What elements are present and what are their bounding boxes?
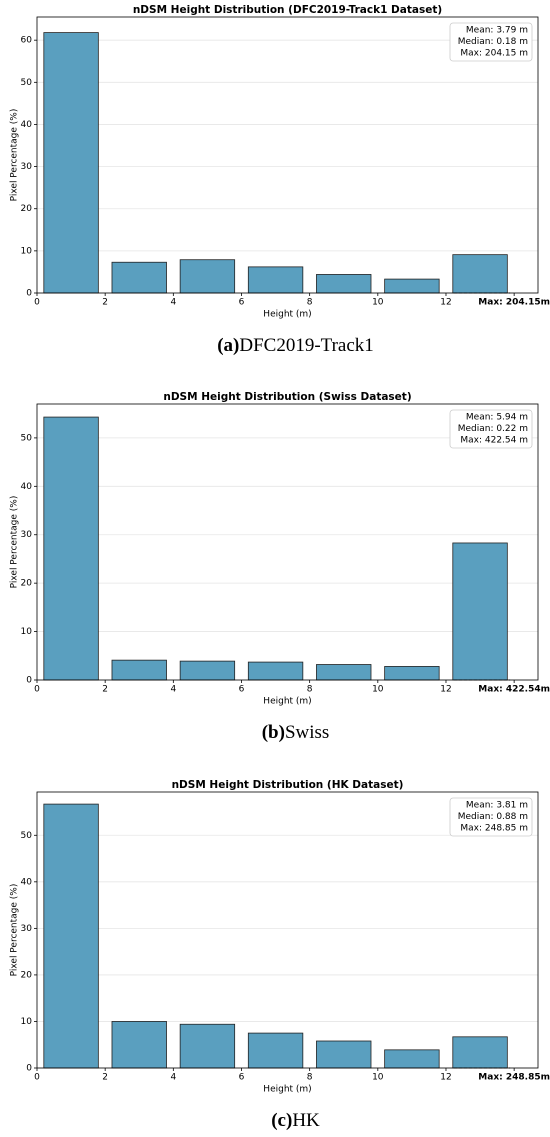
x-tick-label: 0 — [34, 298, 40, 308]
caption: (a)DFC2019-Track1 — [217, 335, 374, 356]
y-tick-label: 20 — [21, 579, 33, 589]
caption-text: Swiss — [285, 722, 329, 743]
y-tick-label: 30 — [21, 162, 33, 172]
x-tick-label: 2 — [102, 1073, 108, 1083]
y-tick-label: 50 — [21, 433, 33, 443]
bar — [179, 259, 236, 294]
y-tick-label: 20 — [21, 204, 33, 214]
chart-title: nDSM Height Distribution (HK Dataset) — [172, 779, 404, 791]
y-tick-label: 10 — [21, 1017, 33, 1027]
y-tick-label: 60 — [21, 36, 33, 46]
bar — [316, 274, 372, 294]
bar — [247, 661, 304, 681]
bar — [247, 266, 304, 294]
bar — [111, 261, 167, 294]
y-tick-label: 0 — [26, 1064, 32, 1074]
chart-title: nDSM Height Distribution (Swiss Dataset) — [163, 391, 411, 403]
bar — [452, 542, 508, 681]
stats-box — [449, 22, 533, 62]
caption-label: (a) — [217, 335, 239, 356]
bar — [247, 1032, 304, 1069]
plot-frame — [36, 791, 539, 1069]
y-tick-label: 50 — [21, 831, 33, 841]
x-tick-label: 10 — [372, 1073, 384, 1083]
x-tick-label: 10 — [372, 685, 384, 695]
x-tick-label: 10 — [372, 298, 384, 308]
bar — [384, 666, 440, 681]
y-tick-label: 50 — [21, 78, 33, 88]
bar — [43, 803, 99, 1069]
x-tick-label: 12 — [440, 298, 451, 308]
x-tick-label: 8 — [307, 1073, 313, 1083]
stats-box — [449, 409, 533, 449]
bar — [179, 1023, 236, 1069]
x-tick-label: 6 — [239, 685, 245, 695]
stats-box — [449, 797, 533, 837]
bar — [452, 1036, 508, 1069]
x-tick-label: 4 — [170, 1073, 176, 1083]
caption-text: DFC2019-Track1 — [239, 335, 373, 356]
y-axis-label: Pixel Percentage (%) — [10, 109, 20, 202]
y-axis-label: Pixel Percentage (%) — [10, 884, 20, 977]
bar — [384, 278, 440, 294]
caption-label: (b) — [262, 722, 285, 743]
caption: (b)Swiss — [262, 722, 330, 743]
x-tick-label: 2 — [102, 685, 108, 695]
x-tick-label: 4 — [170, 298, 176, 308]
x-tick-label: 0 — [34, 1073, 40, 1083]
y-tick-label: 20 — [21, 970, 33, 980]
caption-text: HK — [292, 1110, 320, 1131]
stats-line: Max: 248.85 m — [460, 824, 528, 834]
y-tick-label: 10 — [21, 627, 33, 637]
x-axis-label: Height (m) — [263, 697, 311, 707]
bar — [111, 659, 167, 681]
bar — [43, 32, 99, 294]
chart-title: nDSM Height Distribution (DFC2019-Track1… — [133, 4, 442, 16]
stats-line: Max: 204.15 m — [460, 49, 528, 59]
bar — [316, 1040, 372, 1069]
x-tick-label: 8 — [307, 298, 313, 308]
stats-line: Mean: 3.79 m — [466, 26, 528, 36]
bar — [316, 664, 372, 681]
x-tick-label: 6 — [239, 1073, 245, 1083]
y-tick-label: 40 — [21, 482, 33, 492]
x-tick-label: 0 — [34, 685, 40, 695]
x-tick-label: Max: 204.15m — [478, 298, 550, 308]
x-tick-label: Max: 248.85m — [478, 1073, 550, 1083]
bar — [179, 660, 236, 681]
x-tick-label: Max: 422.54m — [478, 685, 550, 695]
caption: (c)HK — [271, 1110, 320, 1131]
x-tick-label: 4 — [170, 685, 176, 695]
bar — [384, 1049, 440, 1069]
y-tick-label: 0 — [26, 289, 32, 299]
x-axis-label: Height (m) — [263, 310, 311, 320]
x-axis-label: Height (m) — [263, 1085, 311, 1095]
bar — [111, 1021, 167, 1069]
bar — [452, 254, 508, 294]
stats-line: Mean: 3.81 m — [466, 801, 528, 811]
x-tick-label: 8 — [307, 685, 313, 695]
x-tick-label: 12 — [440, 685, 451, 695]
stats-line: Max: 422.54 m — [460, 436, 528, 446]
plot-frame — [36, 403, 539, 681]
x-tick-label: 6 — [239, 298, 245, 308]
y-tick-label: 0 — [26, 676, 32, 686]
bar — [43, 416, 99, 681]
stats-line: Mean: 5.94 m — [466, 413, 528, 423]
y-tick-label: 30 — [21, 530, 33, 540]
y-tick-label: 40 — [21, 120, 33, 130]
y-axis-label: Pixel Percentage (%) — [10, 496, 20, 589]
plot-frame — [36, 16, 539, 294]
stats-line: Median: 0.22 m — [458, 424, 528, 434]
y-tick-label: 30 — [21, 924, 33, 934]
y-tick-label: 10 — [21, 246, 33, 256]
x-tick-label: 2 — [102, 298, 108, 308]
y-tick-label: 40 — [21, 877, 33, 887]
stats-line: Median: 0.18 m — [458, 37, 528, 47]
x-tick-label: 12 — [440, 1073, 451, 1083]
caption-label: (c) — [271, 1110, 292, 1131]
stats-line: Median: 0.88 m — [458, 812, 528, 822]
